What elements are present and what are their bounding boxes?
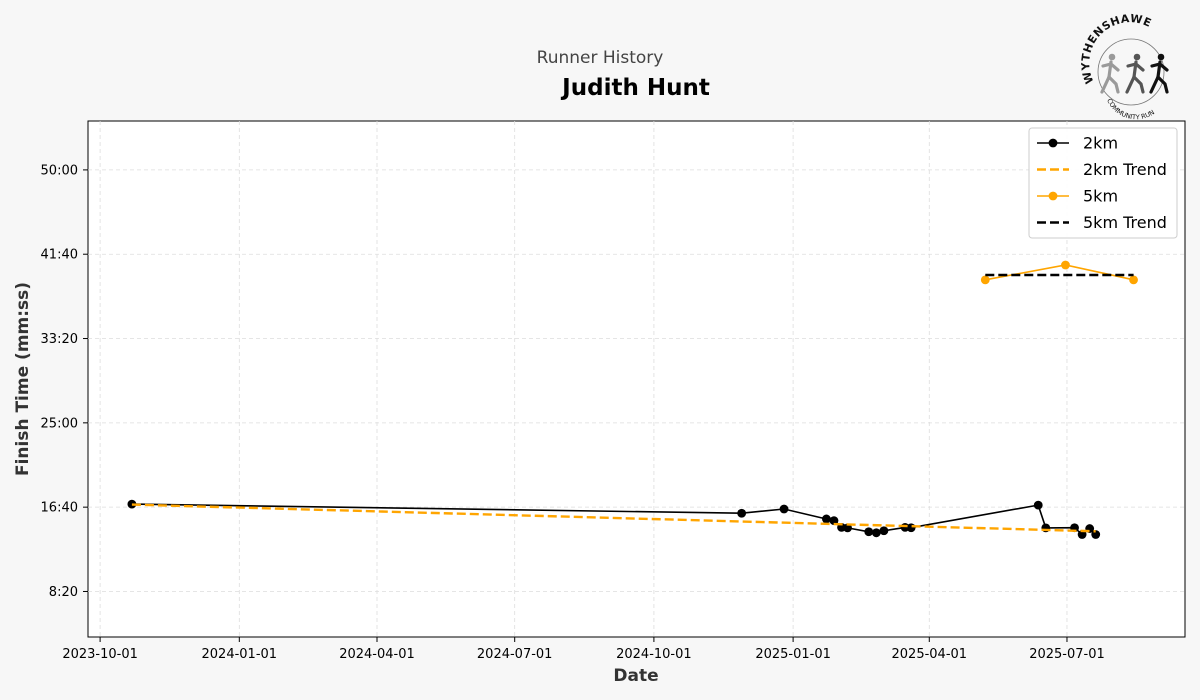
legend-label-5km: 5km [1083,187,1118,206]
legend-label-2km: 2km [1083,134,1118,153]
chart-suptitle: Runner History [537,48,664,68]
data-point-2km [1033,500,1043,510]
logo-ring [1097,38,1165,106]
x-axis-label: Date [613,666,658,686]
y-tick-label: 41:40 [41,248,78,263]
logo-bottom-text: COMMUNITY RUN [1105,97,1156,121]
data-point-5km [1129,275,1138,285]
data-point-2km [871,528,881,538]
wythenshawe-logo: WYTHENSHAWE COMMUNITY RUN [1079,12,1169,121]
data-point-2km [879,526,889,536]
x-tick-label: 2025-07-01 [1029,647,1105,662]
series-layer [127,260,1138,539]
y-axis-ticks: 8:20 16:40 25:00 33:20 41:40 50:00 [41,163,88,600]
data-point-2km [779,504,789,514]
data-point-2km [829,516,839,526]
logo-top-text: WYTHENSHAWE [1079,12,1153,86]
data-point-2km [821,514,831,524]
y-tick-label: 25:00 [41,416,78,431]
runner-figure-icon [1100,53,1120,94]
legend-marker-2km [1048,138,1058,148]
y-tick-label: 50:00 [41,163,78,178]
runner-figure-icon [1125,53,1145,94]
plot-area [87,120,1186,638]
grid-lines [88,121,1185,637]
data-point-5km [980,275,990,285]
x-tick-label: 2024-01-01 [202,647,278,662]
legend-label-5km-trend: 5km Trend [1083,213,1167,232]
data-point-2km [906,523,916,533]
data-point-2km [843,523,852,533]
y-tick-label: 8:20 [49,585,78,600]
legend-marker-5km [1048,191,1058,201]
y-axis-label: Finish Time (mm:ss) [13,282,33,476]
runner-figure-icon [1149,53,1169,94]
legend: 2km 2km Trend 5km 5km Trend [1028,127,1178,239]
x-tick-label: 2024-07-01 [477,647,553,662]
y-tick-label: 16:40 [41,501,78,516]
series-line-2km-trend [131,503,1096,533]
x-tick-label: 2025-04-01 [892,647,968,662]
data-point-2km [737,508,747,518]
data-point-2km [1091,530,1101,539]
data-point-2km [127,499,137,509]
data-point-2km [1077,530,1087,539]
data-point-5km [1061,260,1070,270]
x-axis-ticks: 2023-10-01 2024-01-01 2024-04-01 2024-07-01… [62,637,1105,662]
data-point-2km [864,527,874,537]
y-tick-label: 33:20 [41,332,78,347]
x-tick-label: 2024-10-01 [616,647,692,662]
chart-title: Judith Hunt [560,75,710,101]
x-tick-label: 2023-10-01 [62,647,138,662]
legend-box [1028,127,1178,239]
x-tick-label: 2024-04-01 [339,647,415,662]
legend-label-2km-trend: 2km Trend [1083,160,1167,179]
x-tick-label: 2025-01-01 [755,647,831,662]
